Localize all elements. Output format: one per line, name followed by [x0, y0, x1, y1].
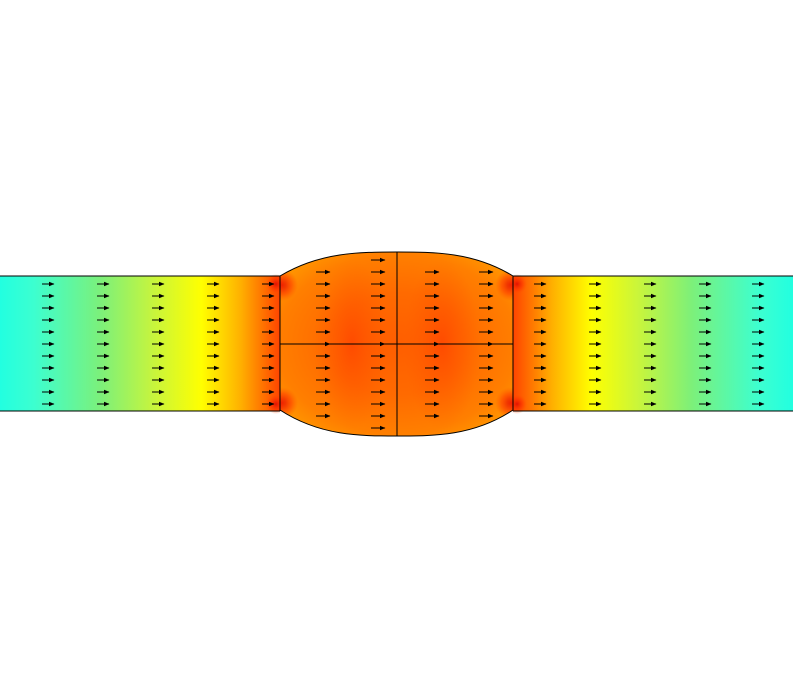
hot-spot-channel-right-top	[507, 274, 527, 294]
hot-spot-channel-right-bottom	[507, 394, 527, 414]
hot-spot-channel-left-bottom	[266, 394, 286, 414]
hot-spot-channel-left-top	[266, 274, 286, 294]
chamber-outline	[279, 251, 514, 437]
velocity-arrows	[42, 257, 765, 431]
